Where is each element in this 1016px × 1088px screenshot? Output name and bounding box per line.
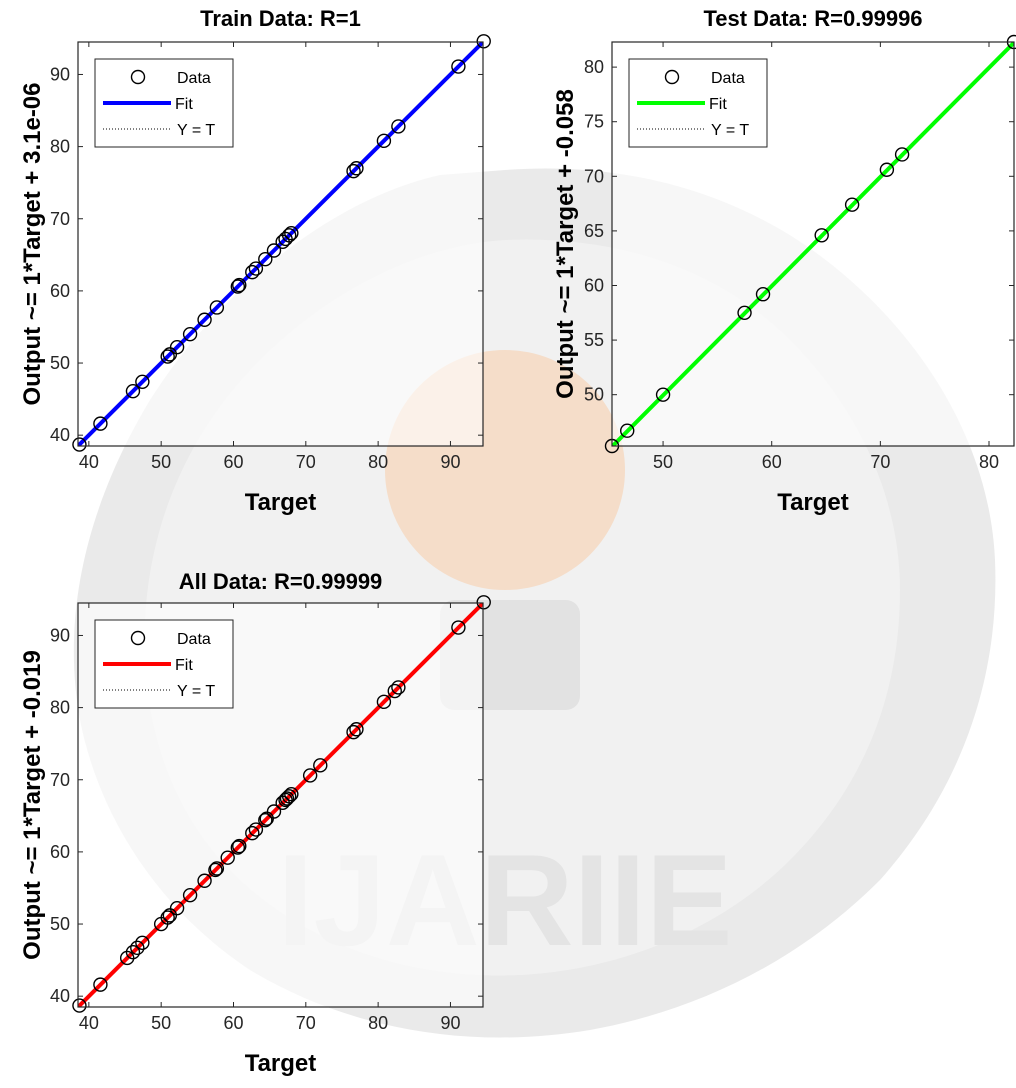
- y-tick-label: 60: [50, 281, 70, 301]
- y-tick-label: 80: [584, 57, 604, 77]
- x-tick-label: 70: [870, 452, 890, 472]
- legend-label-identity: Y = T: [177, 122, 215, 139]
- x-tick-label: 80: [368, 1013, 388, 1033]
- y-tick-label: 60: [50, 842, 70, 862]
- x-tick-label: 50: [151, 1013, 171, 1033]
- legend-label-identity: Y = T: [711, 122, 749, 139]
- x-tick-label: 60: [762, 452, 782, 472]
- y-tick-label: 80: [50, 137, 70, 157]
- y-tick-label: 50: [50, 353, 70, 373]
- data-point: [477, 35, 490, 48]
- y-tick-label: 60: [584, 275, 604, 295]
- y-tick-label: 40: [50, 986, 70, 1006]
- x-tick-label: 60: [223, 1013, 243, 1033]
- y-tick-label: 90: [50, 64, 70, 84]
- y-tick-label: 50: [584, 385, 604, 405]
- x-tick-label: 40: [79, 452, 99, 472]
- x-tick-label: 50: [151, 452, 171, 472]
- legend-label-data: Data: [711, 70, 745, 87]
- chart-panel-1: 50 60 70 80 50 55 60 65 70 75 80 Test Data: R=0.999…: [552, 6, 1016, 516]
- x-tick-label: 90: [440, 1013, 460, 1033]
- legend-label-fit: Fit: [175, 657, 193, 674]
- legend-label-fit: Fit: [175, 96, 193, 113]
- y-tick-label: 70: [50, 209, 70, 229]
- chart-title: Test Data: R=0.99996: [703, 6, 922, 31]
- legend: Data Fit Y = T: [629, 59, 767, 147]
- x-tick-label: 40: [79, 1013, 99, 1033]
- x-tick-label: 70: [296, 452, 316, 472]
- y-axis-label: Output ~= 1*Target + -0.058: [552, 89, 579, 399]
- x-tick-label: 90: [440, 452, 460, 472]
- legend-label-data: Data: [177, 631, 211, 648]
- y-axis-label: Output ~= 1*Target + -0.019: [19, 650, 46, 960]
- x-tick-label: 70: [296, 1013, 316, 1033]
- y-tick-label: 55: [584, 330, 604, 350]
- x-tick-label: 50: [653, 452, 673, 472]
- x-axis-label: Target: [245, 489, 317, 516]
- legend: Data Fit Y = T: [95, 620, 233, 708]
- chart-title: All Data: R=0.99999: [179, 569, 383, 594]
- x-tick-label: 60: [223, 452, 243, 472]
- y-axis-label: Output ~= 1*Target + 3.1e-06: [19, 82, 46, 405]
- y-tick-label: 70: [50, 770, 70, 790]
- y-tick-label: 65: [584, 221, 604, 241]
- legend-label-fit: Fit: [709, 96, 727, 113]
- y-tick-label: 90: [50, 625, 70, 645]
- chart-panel-2: 40 50 60 70 80 90 40 50 60 70 80 90 All Data: R=0.99…: [19, 569, 490, 1077]
- y-tick-label: 50: [50, 914, 70, 934]
- y-tick-label: 80: [50, 698, 70, 718]
- x-axis-label: Target: [245, 1050, 317, 1077]
- legend-label-data: Data: [177, 70, 211, 87]
- chart-panel-0: 40 50 60 70 80 90 40 50 60 70 80 90 Train Data: R=1 T…: [19, 6, 490, 516]
- x-tick-label: 80: [979, 452, 999, 472]
- x-tick-label: 80: [368, 452, 388, 472]
- legend: Data Fit Y = T: [95, 59, 233, 147]
- legend-label-identity: Y = T: [177, 683, 215, 700]
- y-tick-label: 75: [584, 112, 604, 132]
- x-axis-label: Target: [777, 489, 849, 516]
- y-tick-label: 40: [50, 425, 70, 445]
- chart-title: Train Data: R=1: [200, 6, 361, 31]
- y-tick-label: 70: [584, 166, 604, 186]
